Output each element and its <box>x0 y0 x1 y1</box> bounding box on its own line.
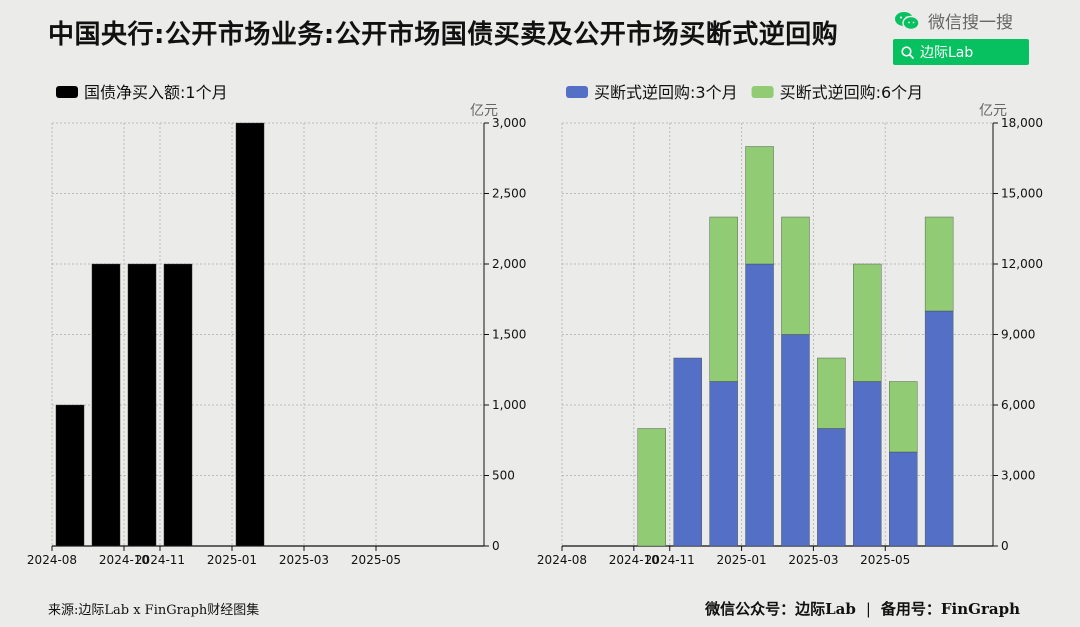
source-text: 来源:边际Lab x FinGraph财经图集 <box>48 603 260 618</box>
bar-b <box>889 381 918 453</box>
legend-swatch <box>566 86 588 98</box>
bar-a <box>235 122 265 547</box>
bar-a <box>924 310 954 547</box>
y-tick-label: 18,000 <box>1001 116 1043 130</box>
y-unit-label: 亿元 <box>470 103 498 119</box>
bar-b <box>924 216 954 312</box>
x-tick-label: 2024-08 <box>537 553 587 567</box>
x-tick-label: 2025-01 <box>207 553 257 567</box>
y-tick-label: 2,000 <box>492 257 526 271</box>
bar-a <box>745 263 774 547</box>
search-box[interactable]: 边际Lab <box>893 39 1029 65</box>
account-name: 微信公众号：边际Lab <box>705 600 856 618</box>
bar-b <box>637 428 666 547</box>
x-tick-label: 2025-01 <box>717 553 767 567</box>
bar-a <box>817 428 846 547</box>
legend-swatch <box>751 86 774 98</box>
x-tick-label: 2025-03 <box>788 553 838 567</box>
bar-a <box>889 451 918 547</box>
account-text: 微信公众号：边际Lab | 备用号：FinGraph <box>705 598 1020 619</box>
y-tick-label: 9,000 <box>1001 328 1035 342</box>
search-icon <box>901 45 914 59</box>
y-tick-label: 2,500 <box>492 187 526 201</box>
y-tick-label: 3,000 <box>492 116 526 130</box>
y-tick-label: 6,000 <box>1001 398 1035 412</box>
wechat-icon <box>895 11 920 30</box>
y-tick-label: 0 <box>1001 539 1009 553</box>
bar-b <box>745 146 774 265</box>
backup-account: 备用号：FinGraph <box>880 600 1020 618</box>
bar-b <box>853 263 882 382</box>
brand-text: 微信搜一搜 <box>928 13 1013 33</box>
legend-label: 买断式逆回购:6个月 <box>780 83 924 102</box>
legend-swatch <box>56 86 78 98</box>
bar-a <box>91 263 121 547</box>
bar-a <box>55 404 85 547</box>
y-tick-label: 500 <box>492 469 515 483</box>
bar-a <box>673 357 702 547</box>
bar-a <box>853 381 882 547</box>
x-tick-label: 2025-03 <box>279 553 329 567</box>
y-tick-label: 1,000 <box>492 398 526 412</box>
bar-a <box>163 263 193 547</box>
x-tick-label: 2025-05 <box>860 553 910 567</box>
bar-b <box>709 216 738 382</box>
legend-label: 国债净买入额:1个月 <box>84 83 228 102</box>
bar-a <box>127 263 157 547</box>
x-tick-label: 2024-11 <box>645 553 695 567</box>
search-text: 边际Lab <box>920 45 974 61</box>
y-tick-label: 0 <box>492 539 500 553</box>
y-tick-label: 15,000 <box>1001 187 1043 201</box>
bar-a <box>781 334 810 547</box>
y-tick-label: 3,000 <box>1001 469 1035 483</box>
legend-label: 买断式逆回购:3个月 <box>594 83 738 102</box>
bar-b <box>817 357 846 429</box>
y-unit-label: 亿元 <box>979 103 1007 119</box>
bar-b <box>781 216 810 335</box>
footer-separator: | <box>865 600 871 618</box>
x-tick-label: 2024-10 <box>609 553 659 567</box>
x-tick-label: 2025-05 <box>351 553 401 567</box>
y-tick-label: 12,000 <box>1001 257 1043 271</box>
x-tick-label: 2024-11 <box>135 553 185 567</box>
x-tick-label: 2024-10 <box>99 553 149 567</box>
y-tick-label: 1,500 <box>492 328 526 342</box>
wechat-search-brand: 微信搜一搜 <box>894 8 1013 33</box>
bar-a <box>709 381 738 547</box>
x-tick-label: 2024-08 <box>27 553 77 567</box>
page-title: 中国央行:公开市场业务:公开市场国债买卖及公开市场买断式逆回购 <box>48 20 839 50</box>
